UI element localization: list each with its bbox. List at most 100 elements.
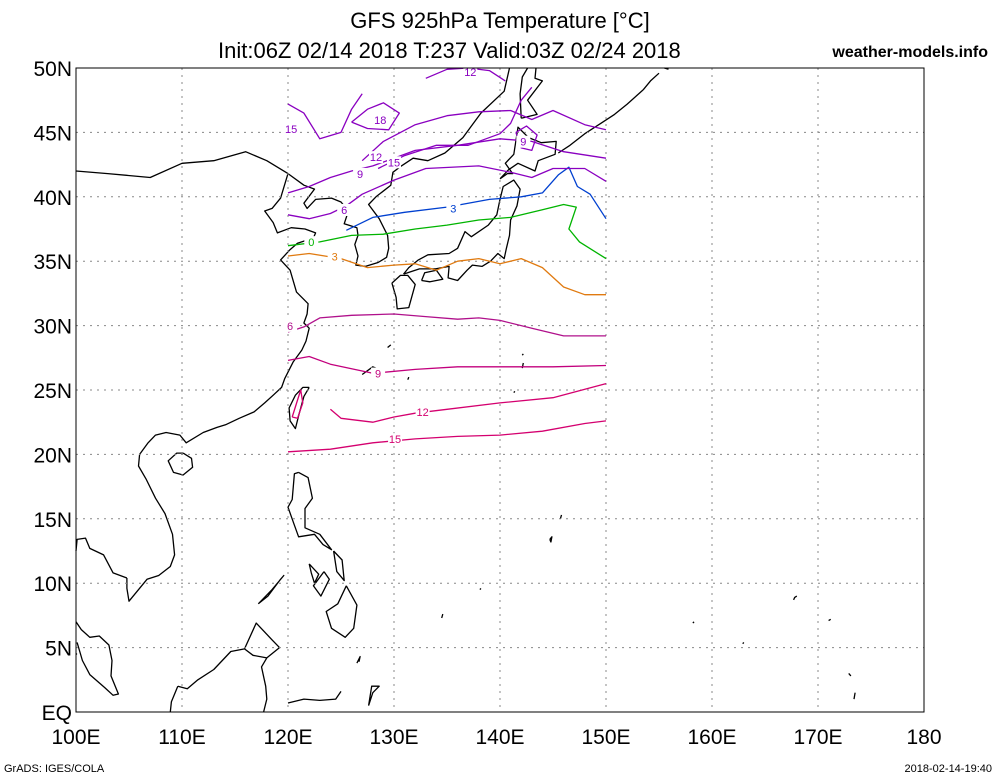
- temperature-contours: 15 12 9 6 3 0 3 6 9 12 15 15 18 12 9: [283, 66, 607, 453]
- lon-tick-110: 110E: [158, 726, 206, 749]
- coastline-30: [479, 587, 482, 591]
- coastline-21: [177, 648, 245, 690]
- contour-label-8: 9: [357, 169, 363, 181]
- map-frame: [75, 67, 925, 713]
- coastlines: [75, 67, 856, 713]
- coastline-26: [356, 655, 361, 664]
- lat-tick-25: 25N: [33, 380, 72, 403]
- lon-tick-180: 180: [906, 726, 941, 749]
- contour-label-7: 6: [341, 205, 347, 217]
- coastline-3: [75, 621, 120, 696]
- contour-label-bg-5: [304, 236, 319, 249]
- contour-line-10: [377, 86, 533, 170]
- contour-label-bg-11: [284, 122, 299, 135]
- footer-timestamp: 2018-02-14-19:40: [904, 763, 992, 775]
- lat-tick-35: 35N: [33, 251, 72, 274]
- coastline-7: [391, 274, 416, 310]
- coastline-28: [559, 514, 563, 519]
- contour-label-0: 15: [389, 434, 401, 446]
- contour-label-4: 3: [332, 251, 338, 263]
- coastline-8: [402, 179, 521, 282]
- coastline-23: [260, 657, 268, 713]
- contour-line-4: [287, 252, 606, 296]
- contour-label-bg-1: [415, 406, 430, 419]
- coastline-22: [169, 685, 179, 713]
- coastline-41: [521, 353, 524, 356]
- coastline-18: [325, 585, 358, 638]
- contour-line-8: [287, 138, 607, 194]
- lon-tick-160: 160E: [687, 726, 736, 749]
- contour-line-12: [351, 102, 400, 131]
- contour-line-6: [346, 166, 607, 231]
- contour-label-12: 18: [374, 115, 386, 127]
- contour-label-bg-12: [373, 113, 388, 126]
- contour-label-2: 9: [375, 369, 381, 381]
- contour-label-3: 6: [287, 321, 293, 333]
- lon-tick-100: 100E: [51, 726, 100, 749]
- lat-lon-grid: [76, 68, 924, 712]
- lat-tick-40: 40N: [33, 187, 72, 210]
- coastline-27: [549, 536, 553, 543]
- contour-line-3: [287, 313, 606, 337]
- contour-label-14: 9: [520, 137, 526, 149]
- coastline-2: [75, 537, 128, 579]
- coastline-0: [75, 67, 511, 268]
- lat-tick-0: EQ: [42, 702, 72, 725]
- contour-label-1: 12: [416, 407, 428, 419]
- coastline-36: [853, 692, 856, 700]
- lat-tick-45: 45N: [33, 122, 72, 145]
- coastline-35: [848, 672, 852, 677]
- lon-tick-130: 130E: [369, 726, 418, 749]
- coastline-17: [332, 550, 345, 582]
- site-credit: weather-models.info: [832, 44, 988, 61]
- lat-tick-30: 30N: [33, 316, 72, 339]
- coastline-9: [420, 269, 444, 283]
- coastline-32: [742, 641, 745, 645]
- coastline-12: [521, 67, 544, 119]
- contour-label-13: 12: [464, 67, 476, 79]
- coastline-10: [499, 126, 557, 180]
- longitude-labels: 100E 110E 120E 130E 140E 150E 160E 170E 180: [51, 726, 941, 749]
- lat-tick-5: 5N: [45, 638, 72, 661]
- map-subtitle: Init:06Z 02/14 2018 T:237 Valid:03Z 02/2…: [218, 38, 681, 63]
- map-title: GFS 925hPa Temperature [°C]: [350, 8, 650, 33]
- lon-tick-140: 140E: [475, 726, 524, 749]
- contour-line-5: [287, 203, 607, 260]
- latitude-labels: EQ 5N 10N 15N 20N 25N 30N 35N 40N 45N 50N: [33, 58, 72, 725]
- contour-label-9: 12: [370, 152, 382, 164]
- lat-tick-20: 20N: [33, 444, 72, 467]
- contour-line-1: [329, 382, 607, 423]
- coastline-43: [642, 72, 660, 91]
- contour-label-bg-9: [368, 151, 383, 164]
- coastline-38: [387, 344, 392, 349]
- coastline-29: [441, 613, 444, 619]
- lon-tick-150: 150E: [581, 726, 630, 749]
- lat-tick-15: 15N: [33, 509, 72, 532]
- coastline-31: [692, 621, 695, 624]
- contour-label-bg-14: [516, 135, 531, 148]
- coastline-19: [257, 574, 285, 605]
- contour-label-6: 3: [450, 204, 456, 216]
- lon-tick-170: 170E: [793, 726, 842, 749]
- lon-tick-120: 120E: [263, 726, 312, 749]
- contour-label-bg-3: [283, 319, 298, 332]
- contour-line-9: [361, 109, 607, 162]
- contour-label-bg-13: [463, 66, 478, 79]
- coastline-11: [519, 67, 529, 119]
- coastline-14: [287, 471, 333, 551]
- contour-label-bg-0: [388, 433, 403, 446]
- contour-label-bg-4: [327, 250, 342, 263]
- contour-label-11: 15: [285, 124, 297, 136]
- coastline-42: [513, 390, 516, 393]
- coastline-20: [243, 622, 281, 659]
- coastline-39: [407, 376, 410, 380]
- coastline-16: [312, 571, 330, 597]
- coastline-1: [126, 173, 317, 602]
- contour-label-10: 15: [388, 157, 400, 169]
- footer-grads-credit: GrADS: IGES/COLA: [4, 763, 105, 775]
- coastline-6: [167, 452, 194, 476]
- contour-label-bg-8: [353, 167, 368, 180]
- lat-tick-50: 50N: [33, 58, 72, 81]
- contour-line-7: [287, 165, 607, 220]
